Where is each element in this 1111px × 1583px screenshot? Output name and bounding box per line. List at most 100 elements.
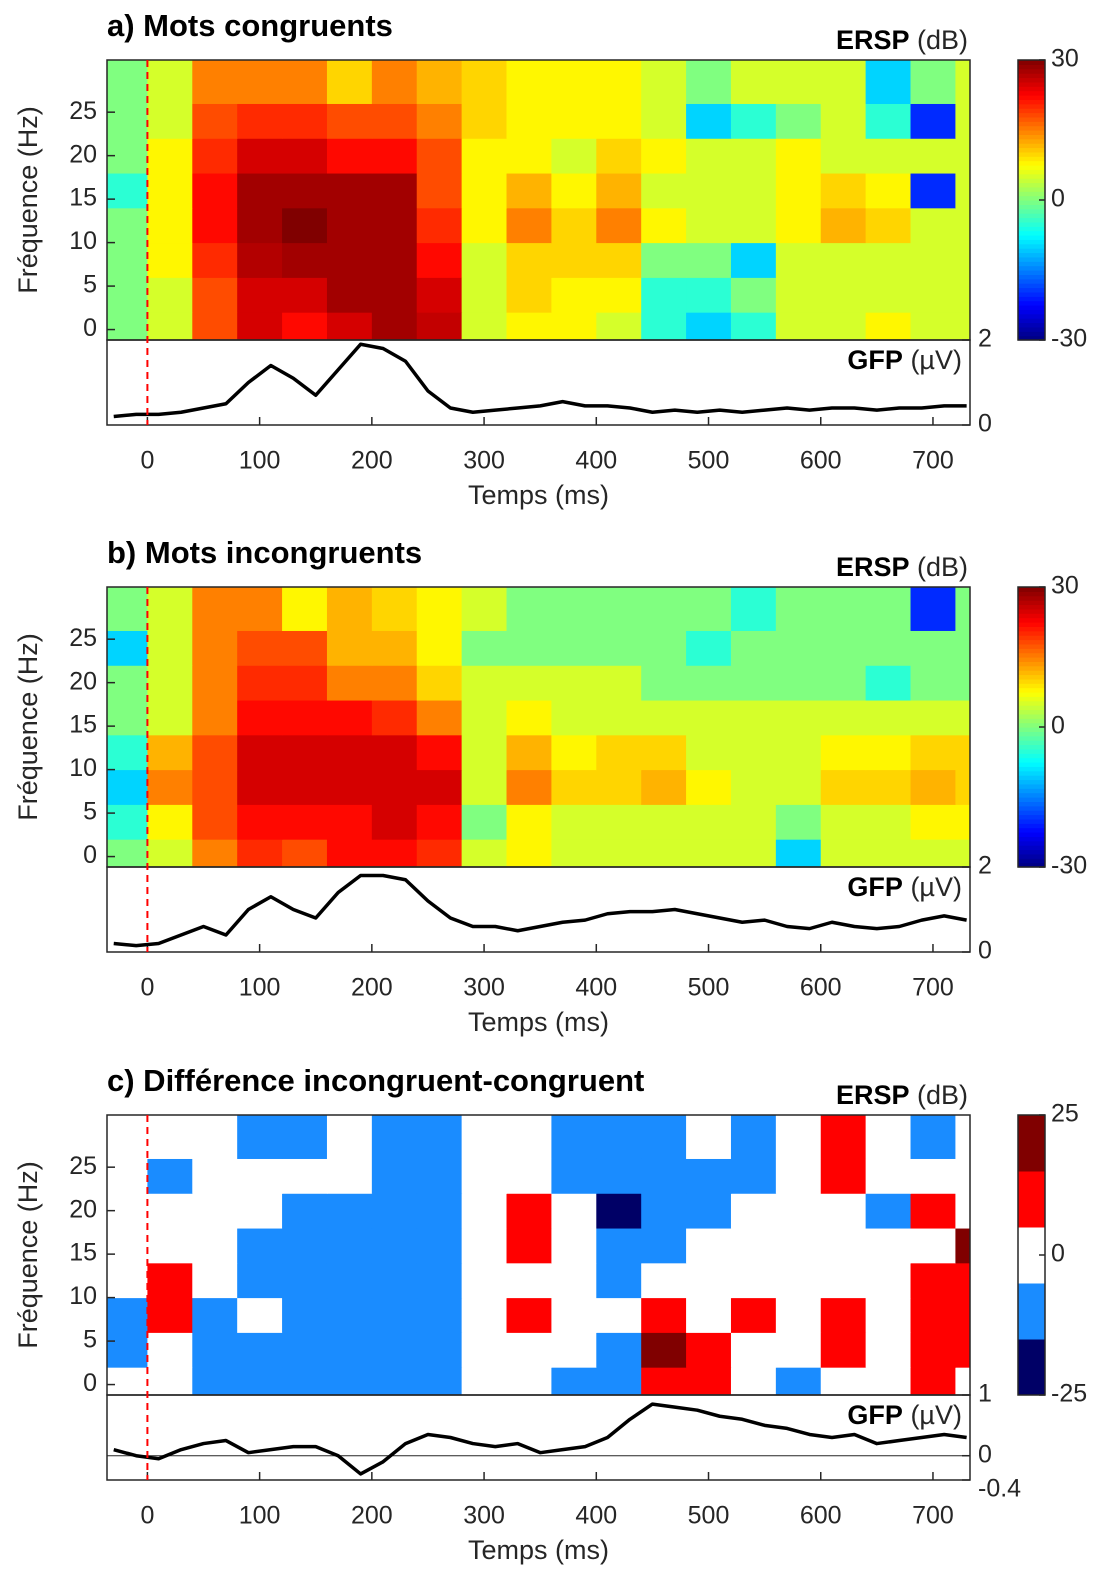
colorbar-segment — [1018, 836, 1045, 842]
heatmap-cell — [775, 839, 822, 867]
colorbar-segment — [1018, 291, 1045, 297]
heatmap-cell — [641, 1367, 687, 1395]
heatmap-cell — [551, 1158, 597, 1194]
colorbar-segment — [1018, 1283, 1045, 1340]
heatmap-cell — [910, 312, 956, 340]
colorbar-segment — [1018, 709, 1045, 715]
heatmap-cell — [107, 1297, 148, 1333]
heatmap-cell — [551, 769, 597, 805]
heatmap-cell — [551, 173, 597, 209]
heatmap-cell — [955, 1193, 970, 1229]
x-tick-label: 700 — [912, 974, 954, 1002]
heatmap-cell — [416, 1262, 463, 1299]
heatmap-cell — [820, 700, 867, 736]
colorbar-segment — [1018, 705, 1045, 711]
heatmap-cell — [506, 1367, 552, 1395]
heatmap-cell — [865, 173, 912, 209]
heatmap-cell — [147, 700, 193, 736]
heatmap-cell — [955, 587, 970, 631]
heatmap-cell — [730, 207, 777, 244]
heatmap-cell — [147, 207, 193, 244]
heatmap-cell — [282, 804, 328, 840]
heatmap-cell — [686, 839, 732, 867]
heatmap-cell — [596, 665, 642, 701]
heatmap-cell — [820, 665, 867, 701]
heatmap-cell — [775, 103, 822, 139]
heatmap-cell — [461, 1297, 508, 1333]
ersp-label: ERSP (dB) — [836, 1080, 968, 1110]
x-tick-label: 0 — [140, 447, 154, 475]
y-tick-label: 20 — [69, 140, 97, 168]
heatmap-cell — [147, 839, 193, 867]
heatmap-cell — [416, 839, 463, 867]
heatmap-cell — [865, 630, 912, 666]
heatmap-cell — [596, 103, 642, 139]
heatmap-cell — [686, 173, 732, 209]
heatmap-cell — [107, 1158, 148, 1194]
heatmap-cell — [910, 1332, 956, 1368]
colorbar-segment — [1018, 143, 1045, 149]
colorbar-segment — [1018, 125, 1045, 131]
heatmap-cell — [596, 277, 642, 313]
colorbar-segment — [1018, 801, 1045, 807]
heatmap-cell — [865, 769, 912, 805]
heatmap-cell — [865, 60, 912, 104]
heatmap-cell — [461, 1228, 508, 1264]
heatmap-cell — [775, 1158, 822, 1194]
heatmap-cell — [686, 1228, 732, 1264]
heatmap-cell — [237, 312, 283, 340]
heatmap-cell — [237, 207, 283, 244]
heatmap-cell — [865, 242, 912, 278]
heatmap-cell — [641, 138, 687, 174]
x-tick-label: 700 — [912, 447, 954, 475]
heatmap-cell — [282, 1228, 328, 1264]
heatmap-cell — [147, 138, 193, 174]
heatmap-cell — [326, 700, 373, 736]
colorbar-segment — [1018, 665, 1045, 671]
heatmap-cell — [326, 665, 373, 701]
colorbar-segment — [1018, 740, 1045, 746]
heatmap-cell — [551, 1115, 597, 1159]
y-tick-label: 0 — [83, 841, 97, 869]
heatmap-cell — [282, 173, 328, 209]
heatmap-cell — [865, 1262, 912, 1299]
heatmap-cell — [326, 839, 373, 867]
heatmap-cell — [865, 1158, 912, 1194]
colorbar-segment — [1018, 766, 1045, 772]
ersp-label: ERSP (dB) — [836, 552, 968, 582]
colorbar-segment — [1018, 853, 1045, 859]
heatmap-cell — [506, 207, 552, 244]
colorbar-tick-label: 30 — [1051, 572, 1079, 600]
heatmap-cell — [237, 769, 283, 805]
heatmap-cell — [910, 804, 956, 840]
heatmap-cell — [237, 1115, 283, 1159]
heatmap-cell — [551, 1193, 597, 1229]
colorbar-segment — [1018, 713, 1045, 719]
heatmap-cell — [955, 207, 970, 244]
heatmap-cell — [282, 103, 328, 139]
heatmap-cell — [326, 1367, 373, 1395]
colorbar-segment — [1018, 587, 1045, 592]
ersp-unit: (dB) — [917, 552, 968, 582]
heatmap-cell — [730, 242, 777, 278]
heatmap-cell — [910, 1297, 956, 1333]
heatmap-cell — [820, 1228, 867, 1264]
colorbar-segment — [1018, 862, 1045, 868]
y-tick-label: 5 — [83, 1326, 97, 1354]
heatmap-cell — [147, 277, 193, 313]
heatmap-cell — [730, 277, 777, 313]
heatmap-cell — [147, 630, 193, 666]
heatmap-cell — [686, 242, 732, 278]
heatmap-cell — [326, 173, 373, 209]
heatmap-cell — [371, 700, 418, 736]
gfp-frame — [106, 1394, 971, 1481]
x-axis-label: Temps (ms) — [468, 1535, 609, 1565]
heatmap-cell — [371, 138, 418, 174]
heatmap-cell — [641, 277, 687, 313]
heatmap-cell — [237, 173, 283, 209]
heatmap-cell — [820, 103, 867, 139]
colorbar-segment — [1018, 130, 1045, 135]
x-tick-label: 400 — [575, 447, 617, 475]
colorbar-segment — [1018, 90, 1045, 96]
x-tick-label: 600 — [800, 447, 842, 475]
